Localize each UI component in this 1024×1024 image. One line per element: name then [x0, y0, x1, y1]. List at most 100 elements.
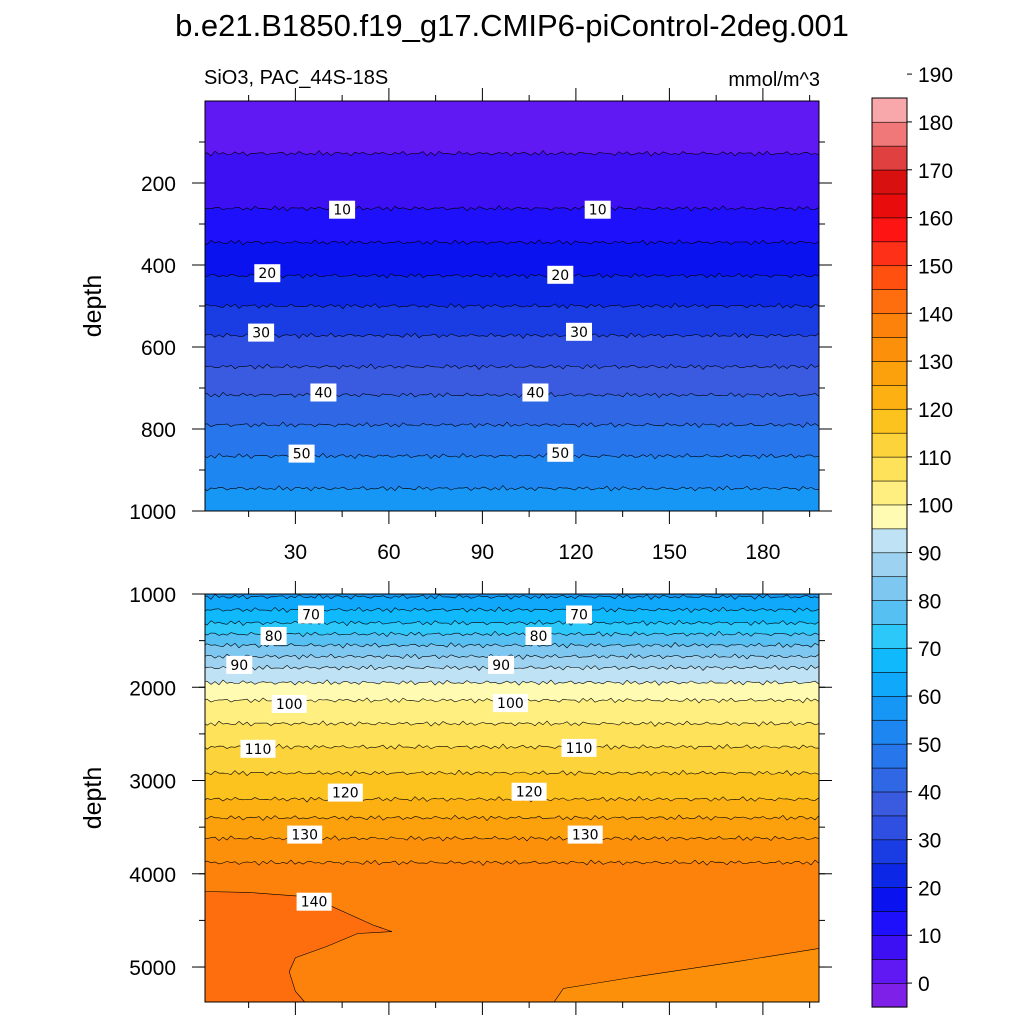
- colorbar-swatch: [871, 839, 908, 865]
- colorbar-label: 50: [918, 734, 941, 757]
- upper-contour-line-40: [205, 391, 819, 399]
- contour-label-text: 130: [572, 828, 599, 844]
- upper-contour-label: 40: [522, 383, 549, 402]
- contour-label-box: [566, 322, 592, 341]
- lower-y-tick-label: 1000: [129, 584, 176, 607]
- colorbar-swatch: [871, 97, 908, 123]
- upper-contour-line-55: [205, 485, 819, 492]
- colorbar-swatch: [871, 791, 908, 817]
- contour-label-text: 120: [332, 786, 359, 802]
- contour-label-box: [584, 200, 611, 219]
- colorbar-swatch: [871, 600, 908, 625]
- upper-contour-label: 10: [329, 200, 356, 219]
- lower-y-axis-title: depth: [79, 767, 107, 830]
- upper-x-tick-label: 150: [652, 541, 687, 564]
- lower-contour-labels: 70 70 80 80 90 90 100 100 110 110 120 120 130 130 140: [226, 605, 603, 911]
- contour-label-box: [547, 265, 574, 284]
- colorbar-label: 20: [918, 877, 941, 900]
- upper-x-tick-label: 30: [284, 541, 307, 564]
- upper-contour-labels: 10 10 20 20 30 30 40 40 50 50: [248, 200, 611, 463]
- contour-label-box: [248, 323, 275, 342]
- lower-contour-line-115: [205, 769, 819, 777]
- lower-contour-label: 130: [567, 825, 603, 844]
- colorbar-label: 110: [918, 447, 951, 470]
- lower-contour-line-110: [205, 743, 819, 750]
- upper-y-tick-label: 200: [141, 173, 176, 196]
- upper-axes: 200 400 600 800 1000 30 60 90 120 150 180: [129, 88, 832, 564]
- lower-contour-line-60: [205, 594, 819, 600]
- lower-region-140: [205, 891, 392, 1002]
- colorbar-label: 120: [918, 399, 953, 422]
- colorbar-swatch: [871, 169, 908, 195]
- colorbar-swatch: [871, 193, 908, 219]
- contour-label-box: [511, 782, 547, 801]
- upper-contour-line-15: [205, 239, 819, 246]
- colorbar-swatch: [871, 312, 908, 338]
- contour-label-text: 90: [492, 658, 510, 674]
- colorbar-swatch: [871, 623, 908, 649]
- colorbar-swatch: [871, 695, 908, 721]
- upper-contour-line-10: [205, 205, 819, 212]
- lower-contour-line-125: [205, 814, 819, 822]
- lower-contour-label: 70: [566, 605, 592, 624]
- upper-x-tick-label: 60: [377, 541, 400, 564]
- contour-label-box: [260, 627, 287, 645]
- colorbar-swatch: [871, 289, 908, 314]
- colorbar-swatch: [871, 456, 908, 482]
- lower-y-tick-label: 4000: [129, 864, 176, 887]
- colorbar-swatch: [871, 121, 908, 147]
- contour-label-box: [254, 264, 281, 283]
- lower-contour-line-120: [205, 795, 819, 803]
- contour-label-text: 100: [276, 697, 303, 713]
- contour-label-text: 40: [314, 386, 332, 402]
- contour-label-box: [566, 605, 592, 624]
- colorbar-swatch: [871, 384, 908, 410]
- lower-contour-line-140: [205, 891, 393, 1002]
- contour-label-box: [522, 383, 549, 402]
- colorbar-swatch: [871, 241, 908, 267]
- contour-label-text: 50: [293, 447, 311, 463]
- colorbar-swatch: [871, 432, 908, 458]
- lower-contour-line-80: [205, 642, 819, 649]
- contour-label-box: [288, 444, 315, 463]
- colorbar-swatch: [871, 815, 908, 841]
- upper-y-tick-label: 1000: [129, 501, 176, 524]
- colorbar-label: 70: [918, 638, 941, 661]
- contour-label-box: [492, 694, 528, 713]
- colorbar: 0 10 20 30 40 50 60 70 80 90 100 110 120 130 140 150 160…: [871, 64, 953, 1008]
- colorbar-label: 140: [918, 303, 953, 326]
- contour-label-text: 10: [333, 203, 351, 219]
- colorbar-swatch: [871, 934, 908, 960]
- colorbar-swatch: [871, 911, 908, 936]
- contour-label-box: [327, 783, 363, 802]
- colorbar-label: 90: [918, 543, 941, 566]
- lower-contour-label: 130: [287, 825, 323, 844]
- upper-contour-label: 20: [254, 264, 281, 283]
- upper-contour-line-20: [205, 272, 819, 279]
- colorbar-swatch: [871, 982, 908, 1008]
- contour-label-text: 20: [551, 268, 569, 284]
- upper-contour-label: 10: [584, 200, 611, 219]
- contour-label-text: 80: [530, 629, 548, 645]
- upper-contour-label: 20: [547, 265, 574, 284]
- contour-label-box: [226, 655, 253, 674]
- lower-axes: 1000 2000 3000 4000 5000: [129, 581, 832, 1015]
- upper-x-tick-label: 120: [558, 541, 593, 564]
- colorbar-label: 0: [918, 973, 930, 996]
- lower-contour-label: 120: [511, 782, 547, 801]
- contour-label-text: 20: [258, 266, 276, 282]
- contour-label-box: [298, 605, 324, 624]
- contour-label-text: 130: [291, 828, 318, 844]
- contour-label-text: 40: [526, 386, 544, 402]
- lower-plot-frame: [204, 593, 820, 1003]
- upper-contour-line-5: [205, 150, 819, 157]
- upper-y-tick-label: 600: [141, 337, 176, 360]
- contour-label-text: 80: [265, 629, 283, 645]
- colorbar-swatch: [871, 863, 908, 888]
- colorbar-swatch: [871, 360, 908, 386]
- colorbar-swatch: [871, 958, 908, 984]
- colorbar-label: 160: [918, 208, 953, 231]
- contour-label-text: 30: [570, 325, 588, 341]
- colorbar-label: 190: [918, 64, 953, 87]
